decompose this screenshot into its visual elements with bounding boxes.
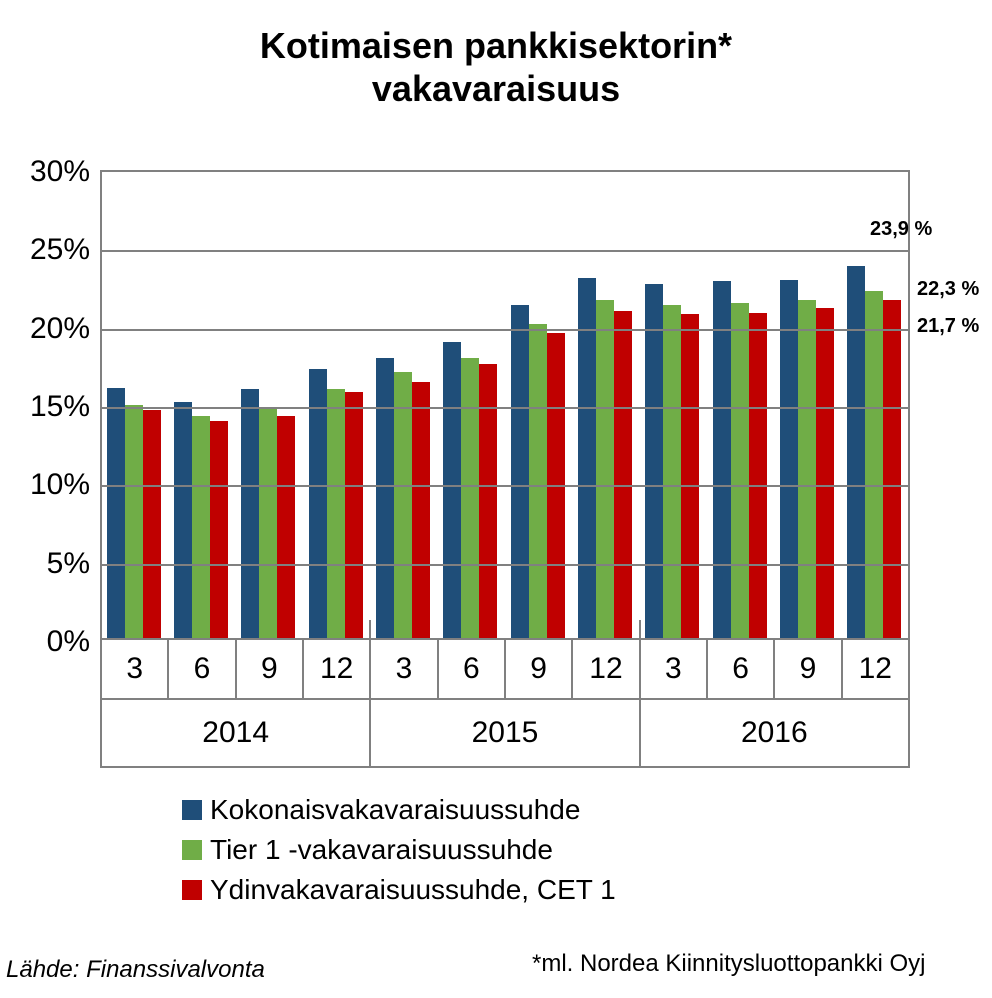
bar-tier1: [125, 405, 143, 640]
gridline: [100, 250, 908, 252]
x-quarter-label: 6: [708, 640, 775, 700]
bar-tier1: [663, 305, 681, 640]
bar-group: [369, 172, 436, 640]
x-quarter-label: 3: [641, 640, 708, 700]
legend-item: Ydinvakavaraisuussuhde, CET 1: [182, 870, 616, 910]
bar-tier1: [865, 291, 883, 640]
legend-item: Kokonaisvakavaraisuussuhde: [182, 790, 616, 830]
bar-group: [773, 172, 840, 640]
bar-group: [302, 172, 369, 640]
legend-label: Kokonaisvakavaraisuussuhde: [210, 794, 580, 826]
bar-group: [571, 172, 638, 640]
chart-title: Kotimaisen pankkisektorin* vakavaraisuus: [0, 0, 992, 110]
bar-group: [504, 172, 571, 640]
x-quarter-label: 6: [439, 640, 506, 700]
bar-cet1: [345, 392, 363, 640]
legend-item: Tier 1 -vakavaraisuussuhde: [182, 830, 616, 870]
y-tick-label: 25%: [30, 233, 90, 267]
bar-cet1: [479, 364, 497, 640]
title-line-2: vakavaraisuus: [0, 67, 992, 110]
year-separator: [369, 620, 371, 640]
bar-cet1: [883, 300, 901, 640]
bar-tier1: [798, 300, 816, 640]
data-label: 23,9 %: [870, 218, 932, 241]
x-quarter-label: 12: [573, 640, 640, 700]
x-quarter-label: 3: [371, 640, 438, 700]
bar-group: [167, 172, 234, 640]
bar-cet1: [412, 382, 430, 641]
bar-cet1: [143, 410, 161, 640]
data-label: 22,3 %: [917, 278, 979, 301]
bar-kokonais: [309, 369, 327, 640]
bar-tier1: [259, 407, 277, 640]
y-tick-label: 15%: [30, 390, 90, 424]
data-label: 21,7 %: [917, 315, 979, 338]
bar-tier1: [327, 389, 345, 640]
x-quarter-label: 9: [506, 640, 573, 700]
bar-cet1: [681, 314, 699, 640]
legend-swatch: [182, 800, 202, 820]
y-tick-label: 30%: [30, 155, 90, 189]
x-year-label: 2015: [371, 700, 640, 768]
x-axis-years: 201420152016: [100, 700, 910, 768]
bar-group: [100, 172, 167, 640]
bar-tier1: [192, 416, 210, 640]
legend-label: Ydinvakavaraisuussuhde, CET 1: [210, 874, 616, 906]
bars-container: [100, 172, 908, 640]
x-axis-quarters: 369123691236912: [100, 640, 910, 700]
bar-tier1: [731, 303, 749, 640]
title-line-1: Kotimaisen pankkisektorin*: [0, 24, 992, 67]
bar-group: [235, 172, 302, 640]
chart-plot-area: 0%5%10%15%20%25%30%: [100, 170, 910, 640]
bar-tier1: [394, 372, 412, 640]
legend-swatch: [182, 840, 202, 860]
bar-cet1: [210, 421, 228, 640]
bar-group: [841, 172, 908, 640]
bar-kokonais: [443, 342, 461, 640]
gridline: [100, 407, 908, 409]
bar-kokonais: [645, 284, 663, 640]
bar-kokonais: [174, 402, 192, 640]
x-quarter-label: 6: [169, 640, 236, 700]
bar-tier1: [529, 324, 547, 640]
x-quarter-label: 9: [775, 640, 842, 700]
x-year-label: 2016: [641, 700, 910, 768]
footnote-text: *ml. Nordea Kiinnitysluottopankki Oyj: [532, 950, 926, 978]
bar-group: [639, 172, 706, 640]
bar-cet1: [749, 313, 767, 640]
gridline: [100, 329, 908, 331]
y-tick-label: 0%: [47, 625, 90, 659]
x-quarter-label: 3: [100, 640, 169, 700]
legend: Kokonaisvakavaraisuussuhde Tier 1 -vakava…: [182, 790, 616, 910]
y-tick-label: 5%: [47, 547, 90, 581]
x-quarter-label: 9: [237, 640, 304, 700]
bar-cet1: [614, 311, 632, 640]
bar-group: [706, 172, 773, 640]
bar-group: [437, 172, 504, 640]
bar-kokonais: [511, 305, 529, 640]
gridline: [100, 485, 908, 487]
bar-kokonais: [578, 278, 596, 640]
bar-cet1: [816, 308, 834, 640]
source-text: Lähde: Finanssivalvonta: [6, 956, 265, 984]
bar-kokonais: [847, 266, 865, 640]
bar-cet1: [277, 416, 295, 640]
year-separator: [639, 620, 641, 640]
legend-swatch: [182, 880, 202, 900]
gridline: [100, 564, 908, 566]
bar-kokonais: [376, 358, 394, 640]
y-tick-label: 20%: [30, 312, 90, 346]
y-tick-label: 10%: [30, 468, 90, 502]
legend-label: Tier 1 -vakavaraisuussuhde: [210, 834, 553, 866]
x-year-label: 2014: [100, 700, 371, 768]
bar-kokonais: [107, 388, 125, 640]
bar-kokonais: [780, 280, 798, 640]
bar-kokonais: [713, 281, 731, 640]
bar-tier1: [461, 358, 479, 640]
x-quarter-label: 12: [843, 640, 910, 700]
bar-tier1: [596, 300, 614, 640]
x-quarter-label: 12: [304, 640, 371, 700]
bar-kokonais: [241, 389, 259, 640]
